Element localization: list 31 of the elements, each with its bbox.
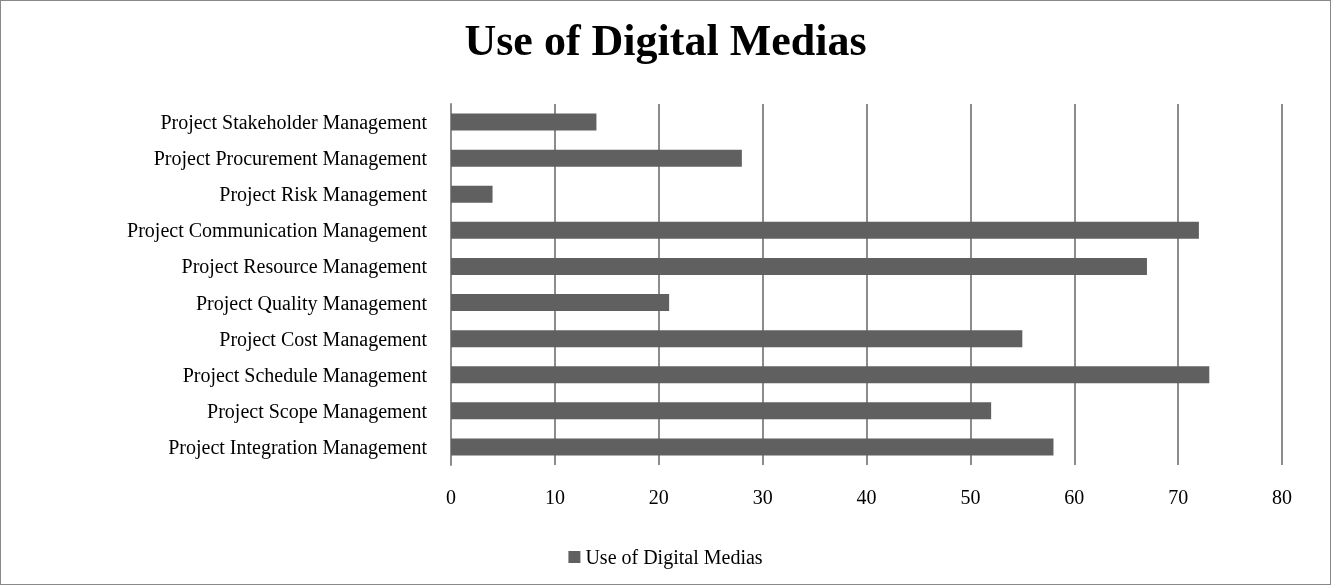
bar [451,149,742,167]
y-tick-label: Project Procurement Management [153,147,428,171]
bar [451,257,1147,275]
x-tick-label: 40 [856,486,877,508]
y-tick-label: Project Integration Management [168,435,428,459]
y-tick-label: Project Scope Management [207,399,428,423]
bar [451,330,1023,348]
bar [451,402,992,420]
bar [451,221,1199,239]
y-tick-label: Project Stakeholder Management [160,111,428,135]
chart-title: Use of Digital Medias [464,15,867,65]
x-tick-label: 50 [960,486,981,508]
x-tick-label: 0 [446,486,456,508]
bar [451,113,597,131]
bar [451,438,1054,456]
y-tick-label: Project Schedule Management [182,363,428,387]
y-tick-label: Project Communication Management [127,219,428,243]
bar [451,294,670,312]
bar [451,185,493,203]
y-tick-label: Project Risk Management [219,183,428,207]
bar [451,366,1210,384]
y-tick-label: Project Cost Management [219,327,428,351]
y-tick-label: Project Quality Management [195,291,428,315]
x-tick-label: 60 [1064,486,1085,508]
x-tick-label: 80 [1272,486,1292,508]
x-tick-label: 10 [544,486,565,508]
legend-label: Use of Digital Medias [585,546,763,569]
x-tick-label: 30 [752,486,773,508]
y-tick-label: Project Resource Management [181,255,428,279]
x-tick-label: 20 [648,486,669,508]
x-tick-label: 70 [1168,486,1189,508]
